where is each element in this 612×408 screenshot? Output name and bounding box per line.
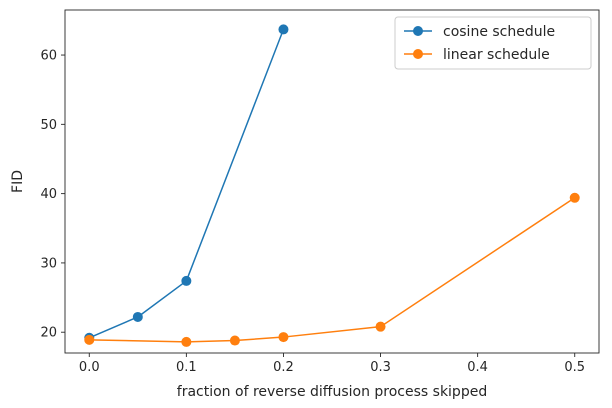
y-tick-label: 40 bbox=[40, 187, 57, 202]
y-tick-label: 30 bbox=[40, 256, 57, 271]
data-point bbox=[132, 311, 143, 322]
data-point bbox=[278, 24, 289, 35]
y-tick-label: 60 bbox=[40, 49, 57, 64]
plot-frame bbox=[64, 9, 600, 354]
x-tick-label: 0.1 bbox=[176, 360, 197, 375]
x-tick-label: 0.2 bbox=[273, 360, 294, 375]
x-axis-label: fraction of reverse diffusion process sk… bbox=[177, 384, 487, 400]
legend: cosine schedule linear schedule bbox=[394, 16, 592, 70]
y-tick-label: 20 bbox=[40, 326, 57, 341]
data-point bbox=[569, 192, 580, 203]
data-point bbox=[278, 332, 289, 343]
x-axis: 0.0 0.1 0.2 0.3 0.4 0.5 bbox=[79, 353, 585, 375]
series-line bbox=[88, 29, 285, 339]
legend-label: cosine schedule bbox=[443, 24, 555, 40]
series-0 bbox=[84, 24, 289, 343]
x-tick-label: 0.3 bbox=[370, 360, 391, 375]
legend-marker bbox=[413, 49, 423, 59]
legend-marker bbox=[413, 26, 423, 36]
data-point bbox=[181, 336, 192, 347]
series-layer bbox=[84, 24, 580, 347]
y-tick-label: 50 bbox=[40, 118, 57, 133]
y-axis-label: FID bbox=[10, 170, 26, 193]
legend-label: linear schedule bbox=[443, 47, 550, 63]
data-point bbox=[375, 321, 386, 332]
x-tick-label: 0.4 bbox=[467, 360, 488, 375]
x-tick-label: 0.5 bbox=[564, 360, 585, 375]
data-point bbox=[84, 334, 95, 345]
series-line bbox=[89, 197, 576, 343]
data-point bbox=[229, 335, 240, 346]
legend-box bbox=[394, 16, 592, 70]
data-point bbox=[181, 275, 192, 286]
series-1 bbox=[84, 192, 580, 347]
y-axis: 20 30 40 50 60 bbox=[40, 49, 65, 341]
x-tick-label: 0.0 bbox=[79, 360, 100, 375]
